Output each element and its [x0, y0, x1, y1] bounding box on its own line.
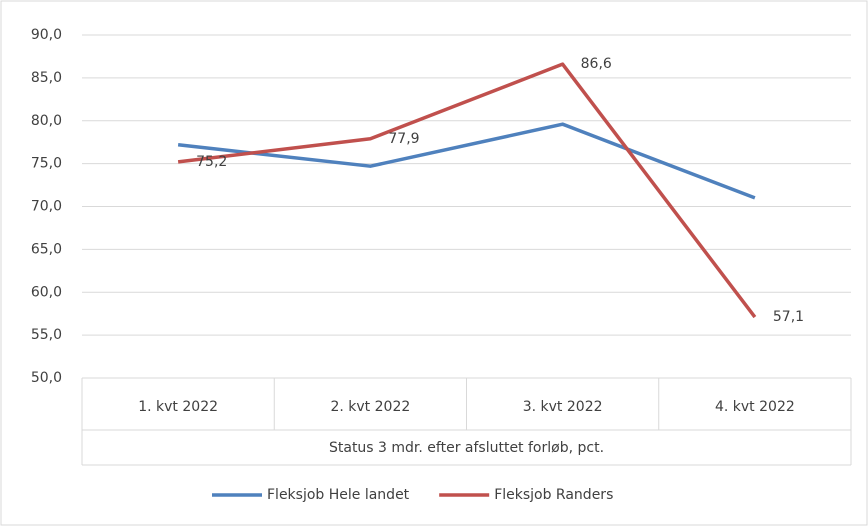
- y-tick-label: 75,0: [31, 156, 62, 172]
- legend-label: Fleksjob Randers: [494, 487, 613, 503]
- y-tick-label: 50,0: [31, 370, 62, 386]
- y-tick-label: 80,0: [31, 113, 62, 129]
- data-label: 86,6: [581, 56, 612, 72]
- series-line: [177, 62, 757, 319]
- x-tick-label: 1. kvt 2022: [138, 399, 218, 415]
- legend-label: Fleksjob Hele landet: [267, 487, 410, 503]
- data-label: 77,9: [388, 131, 419, 147]
- y-tick-label: 90,0: [31, 27, 62, 43]
- y-tick-label: 85,0: [31, 70, 62, 86]
- x-tick-label: 3. kvt 2022: [523, 399, 603, 415]
- data-label: 75,2: [196, 154, 227, 170]
- x-axis-title: Status 3 mdr. efter afsluttet forløb, pc…: [329, 440, 604, 456]
- x-tick-label: 2. kvt 2022: [330, 399, 410, 415]
- y-tick-label: 65,0: [31, 241, 62, 257]
- x-tick-label: 4. kvt 2022: [715, 399, 795, 415]
- y-tick-label: 70,0: [31, 199, 62, 215]
- data-label: 57,1: [773, 309, 804, 325]
- series-line: [177, 122, 756, 200]
- y-tick-label: 55,0: [31, 327, 62, 343]
- y-tick-label: 60,0: [31, 284, 62, 300]
